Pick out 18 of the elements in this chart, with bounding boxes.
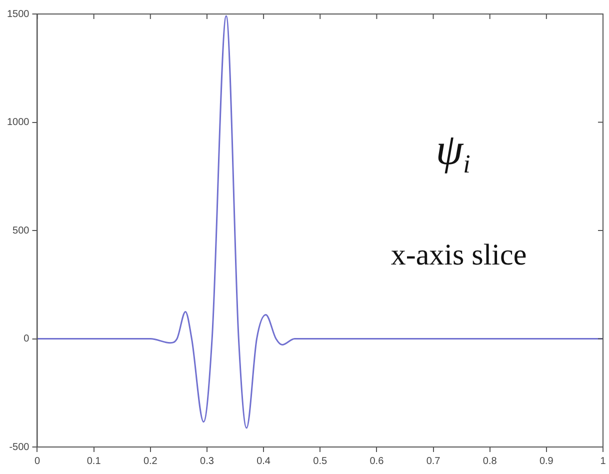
x-tick-label: 0.5 [313,456,328,467]
y-tick-label: 0 [24,334,30,344]
x-tick-label: 0.3 [200,456,214,467]
y-tick-label: 1500 [6,8,30,20]
x-tick-label: 0.1 [86,456,102,467]
y-tick-label: 1000 [6,117,30,128]
line-series [37,15,603,429]
annotation: x-axis slice [390,238,527,272]
x-tick-label: 0.4 [256,456,271,467]
x-tick-label: 0.9 [539,456,554,467]
x-tick-label: 0 [34,456,40,467]
x-tick-label: 0.6 [370,456,384,467]
x-tick-label: 1 [600,456,606,467]
y-tick-label: 500 [12,225,30,236]
y-tick-label: -500 [9,442,30,453]
x-tick-label: 0.8 [482,456,498,467]
x-tick-label: 0.2 [143,456,158,467]
x-tick-label: 0.7 [426,456,441,467]
